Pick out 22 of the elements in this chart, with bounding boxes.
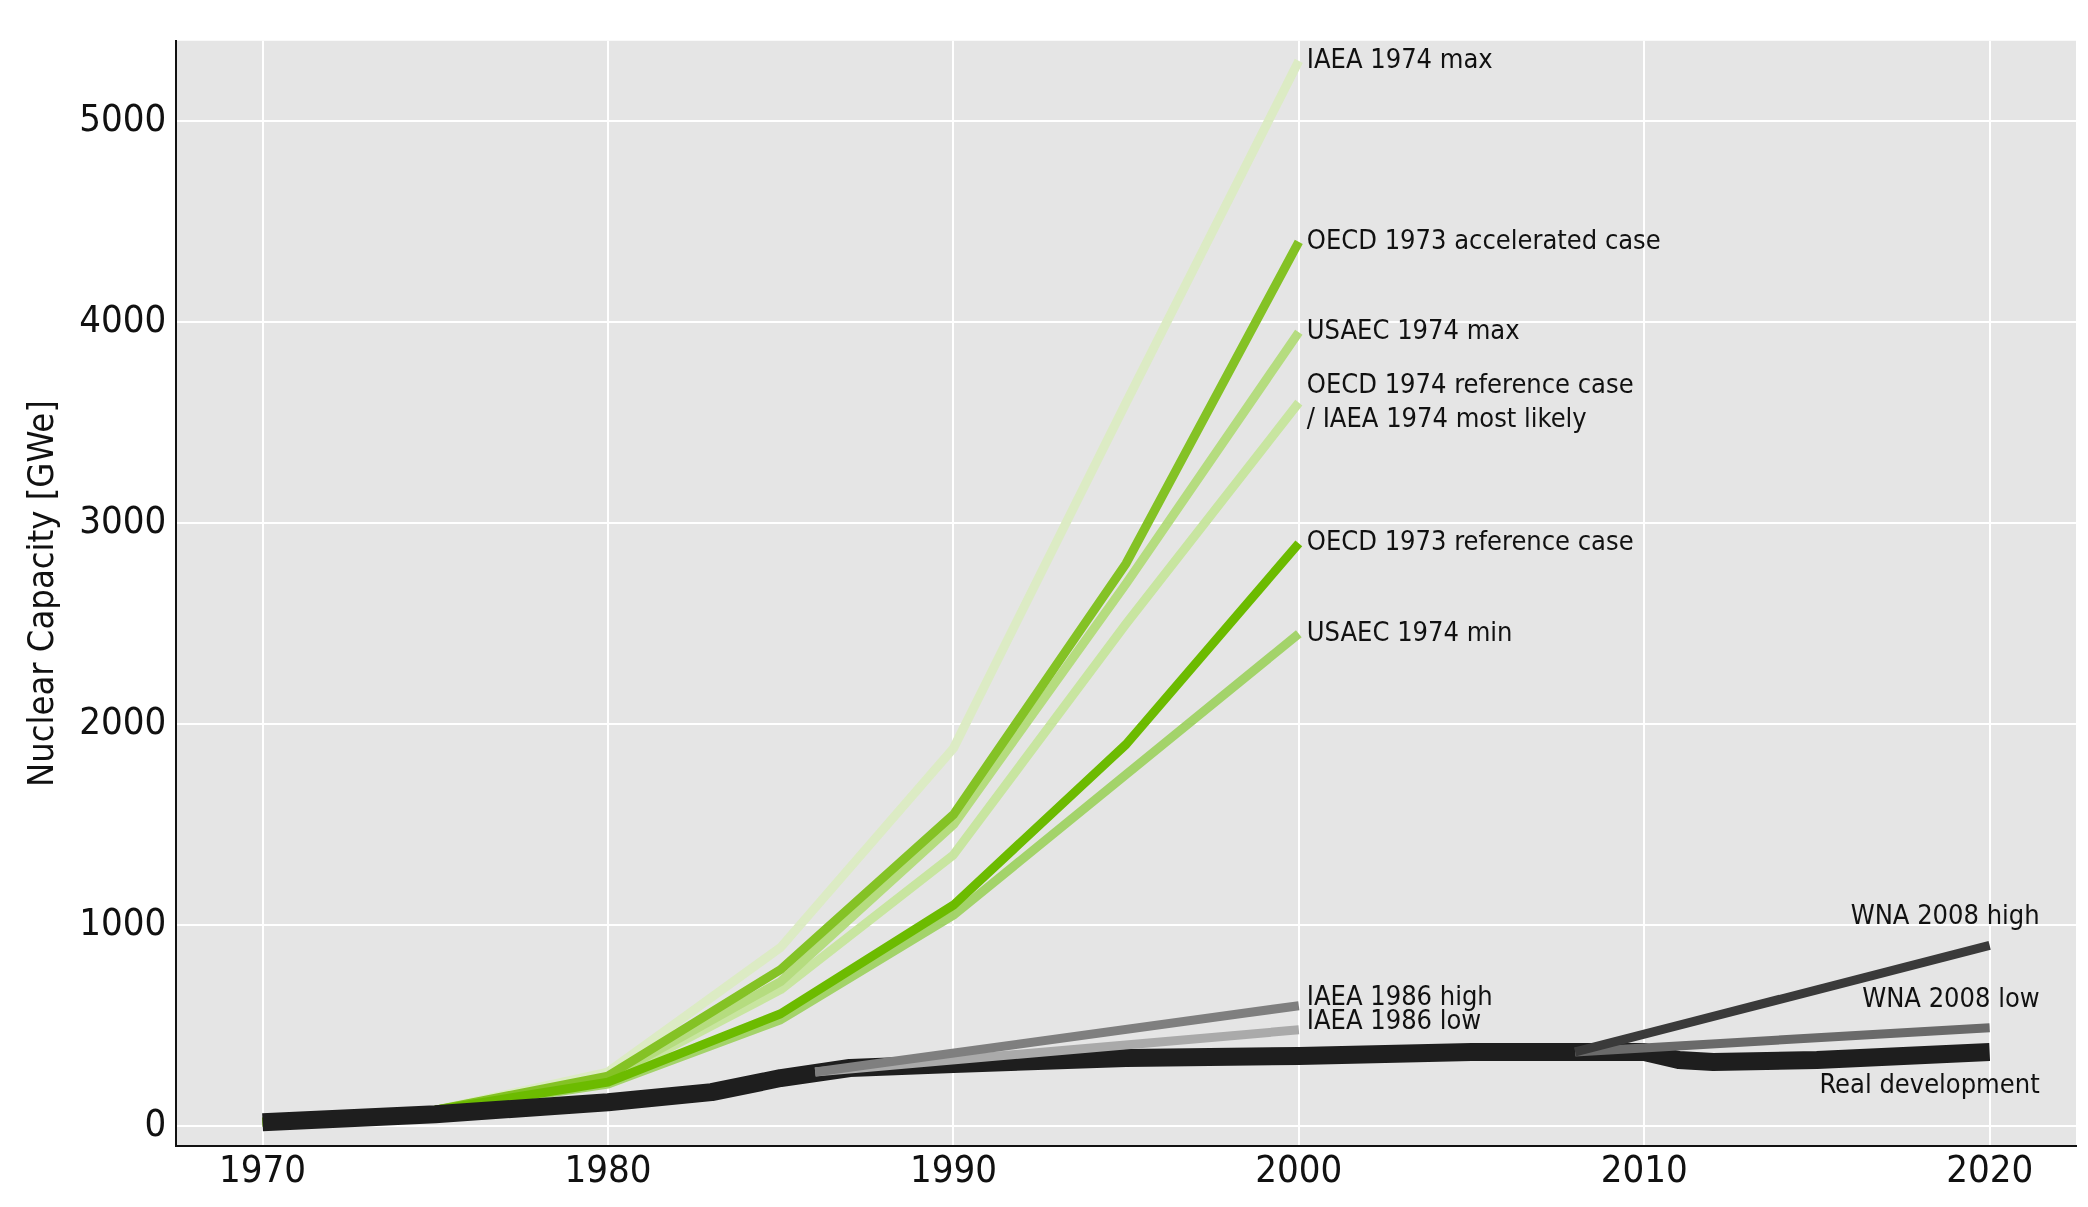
series-label: WNA 2008 low [1862, 981, 2040, 1013]
series-label: IAEA 1974 max [1306, 42, 1493, 74]
series-label: USAEC 1974 min [1306, 615, 1513, 647]
y-tick-label: 1000 [79, 900, 167, 945]
series-label: OECD 1974 reference case / IAEA 1974 most likely [1306, 367, 1634, 433]
x-tick-label: 1980 [564, 1147, 652, 1192]
series-label: USAEC 1974 max [1306, 314, 1520, 346]
x-tick-label: 2010 [1600, 1147, 1688, 1192]
x-tick-label: 1990 [909, 1147, 997, 1192]
y-tick-label: 4000 [79, 297, 167, 342]
y-tick-label: 3000 [79, 498, 167, 543]
y-tick-label: 2000 [79, 699, 167, 744]
series-label: Real development [1819, 1067, 2040, 1099]
y-tick-label: 0 [144, 1101, 167, 1146]
series-label: WNA 2008 high [1850, 899, 2040, 931]
x-tick-label: 2020 [1946, 1147, 2034, 1192]
y-axis-title: Nuclear Capacity [GWe] [19, 400, 61, 788]
series-label: OECD 1973 reference case [1306, 525, 1634, 557]
series-label: OECD 1973 accelerated case [1306, 223, 1661, 255]
x-tick-label: 2000 [1255, 1147, 1343, 1192]
x-tick-label: 1970 [219, 1147, 307, 1192]
y-tick-label: 5000 [79, 96, 167, 141]
